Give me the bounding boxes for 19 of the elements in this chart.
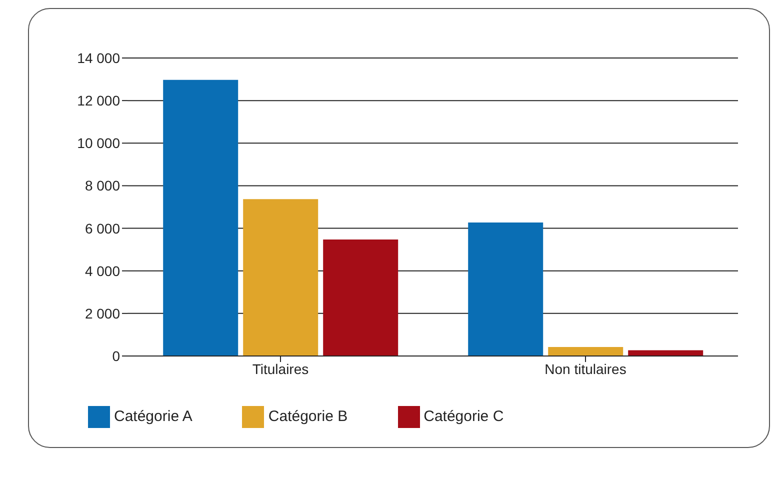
y-tick-label: 0 bbox=[112, 348, 120, 364]
y-tick-label: 12 000 bbox=[77, 92, 120, 109]
bar bbox=[323, 240, 398, 356]
y-tick-label: 8 000 bbox=[84, 178, 120, 194]
bar bbox=[628, 350, 704, 356]
y-tick-label: 14 000 bbox=[77, 50, 120, 66]
x-tick-label: Titulaires bbox=[252, 360, 309, 377]
bar bbox=[468, 222, 544, 356]
y-tick-label: 4 000 bbox=[84, 262, 120, 279]
legend-label: Catégorie A bbox=[114, 408, 192, 425]
bar bbox=[243, 199, 318, 356]
y-tick-label: 6 000 bbox=[84, 220, 120, 236]
y-tick-label: 2 000 bbox=[84, 305, 120, 322]
x-tick-label: Non titulaires bbox=[544, 360, 626, 377]
y-tick-label: 10 000 bbox=[77, 135, 120, 152]
legend-label: Catégorie B bbox=[268, 408, 348, 425]
bar bbox=[163, 80, 238, 356]
legend-label: Catégorie C bbox=[424, 408, 504, 425]
bar bbox=[548, 347, 624, 356]
